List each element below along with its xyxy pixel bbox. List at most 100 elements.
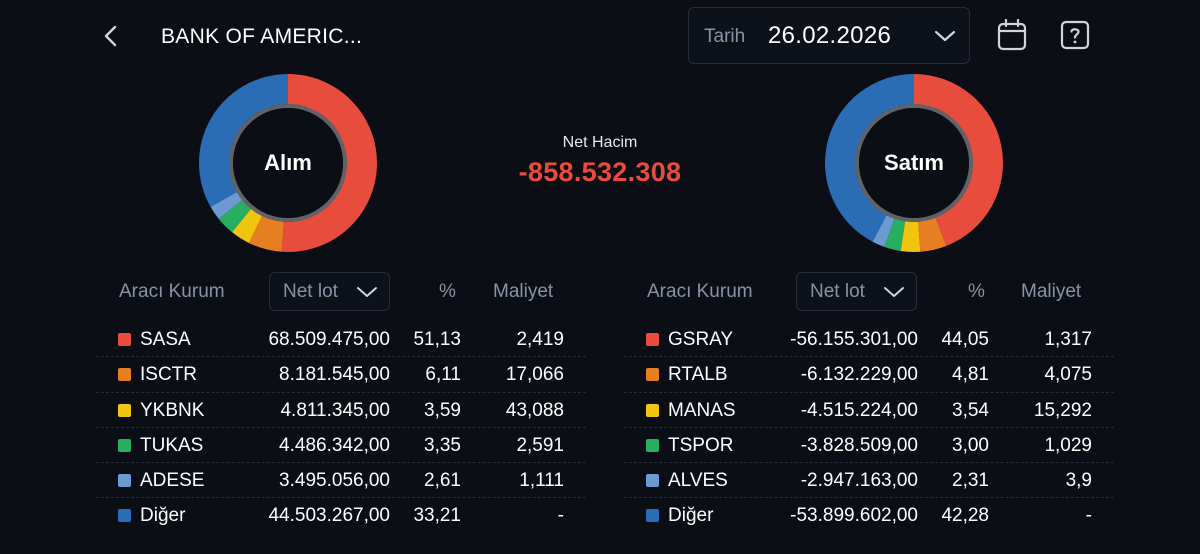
percent-value: 3,00 (952, 434, 989, 456)
chevron-down-icon (883, 281, 905, 303)
sell-donut-chart: Satım (824, 73, 1004, 253)
donut-slice[interactable] (218, 200, 251, 233)
net-volume: Net Hacim -858.532.308 (490, 134, 710, 188)
donut-slice[interactable] (884, 218, 906, 251)
broker-name: Diğer (668, 505, 714, 527)
cost-value: 15,292 (1033, 399, 1092, 421)
percent-column-header: % (439, 281, 456, 302)
help-icon[interactable] (1059, 19, 1091, 51)
donut-slice[interactable] (199, 74, 288, 207)
donut-hole (859, 108, 969, 218)
sell-broker-table: Aracı Kurum Net lot % Maliyet GSRAY -56.1… (624, 272, 1114, 534)
broker-name: MANAS (668, 399, 736, 421)
donut-inner-ring (855, 104, 973, 222)
net-lot-value: -56.155.301,00 (790, 329, 918, 350)
donut-slice[interactable] (281, 74, 377, 252)
buy-donut-label: Alım (264, 150, 312, 175)
cost-column-header: Maliyet (1021, 281, 1082, 302)
legend-swatch (118, 509, 131, 523)
net-lot-select[interactable]: Net lot (796, 272, 917, 311)
back-chevron-icon[interactable] (96, 20, 128, 52)
broker-name: ADESE (140, 470, 205, 492)
table-row[interactable]: TSPOR -3.828.509,00 3,00 1,029 (624, 428, 1114, 464)
cost-value: 17,066 (505, 364, 564, 386)
cost-value: - (1085, 505, 1092, 527)
sell-donut-label: Satım (884, 150, 944, 175)
broker-column-header: Aracı Kurum (647, 281, 753, 302)
table-row[interactable]: GSRAY -56.155.301,00 44,05 1,317 (624, 322, 1114, 358)
cost-value: 1,111 (519, 470, 564, 492)
percent-value: 3,59 (424, 399, 461, 421)
page-title: BANK OF AMERIC... (161, 25, 363, 48)
percent-value: 51,13 (413, 329, 461, 350)
percent-column-header: % (968, 281, 985, 302)
table-row[interactable]: ALVES -2.947.163,00 2,31 3,9 (624, 463, 1114, 499)
table-row[interactable]: Diğer 44.503.267,00 33,21 - (96, 498, 586, 533)
percent-value: 4,81 (952, 364, 989, 386)
percent-value: 3,54 (952, 399, 989, 421)
legend-swatch (118, 403, 131, 417)
sell-table-header: Aracı Kurum Net lot % Maliyet (624, 272, 1114, 322)
cost-value: 2,591 (516, 434, 564, 456)
calendar-icon[interactable] (996, 18, 1028, 52)
buy-broker-table: Aracı Kurum Net lot % Maliyet SASA 68.509… (96, 272, 586, 534)
broker-name: RTALB (668, 364, 728, 386)
broker-name: ISCTR (140, 364, 197, 386)
net-lot-select-label: Net lot (283, 281, 338, 302)
donut-slice[interactable] (232, 208, 263, 243)
net-lot-value: 3.495.056,00 (279, 470, 390, 492)
net-lot-select-label: Net lot (810, 281, 865, 302)
percent-value: 44,05 (941, 329, 989, 350)
table-row[interactable]: TUKAS 4.486.342,00 3,35 2,591 (96, 428, 586, 464)
buy-donut-chart: Alım (198, 73, 378, 253)
cost-value: 4,075 (1044, 364, 1092, 386)
donut-slice[interactable] (248, 215, 284, 252)
date-picker[interactable]: Tarih 26.02.2026 (688, 7, 970, 64)
cost-value: 1,317 (1044, 329, 1092, 350)
chevron-down-icon (356, 281, 378, 303)
net-lot-value: 4.811.345,00 (280, 399, 390, 421)
legend-swatch (118, 438, 131, 452)
net-lot-value: 4.486.342,00 (279, 434, 390, 456)
legend-swatch (646, 509, 659, 523)
donut-slice[interactable] (914, 74, 1003, 246)
sell-donut-svg (825, 74, 1003, 252)
net-volume-label: Net Hacim (562, 134, 638, 151)
table-row[interactable]: ISCTR 8.181.545,00 6,11 17,066 (96, 357, 586, 393)
net-lot-select[interactable]: Net lot (269, 272, 390, 311)
cost-value: 2,419 (516, 329, 564, 350)
legend-swatch (646, 403, 659, 417)
donut-inner-ring (229, 104, 347, 222)
donut-slice[interactable] (918, 217, 947, 252)
cost-value: 1,029 (1044, 434, 1092, 456)
legend-swatch (118, 474, 131, 488)
net-lot-value: 68.509.475,00 (268, 329, 390, 350)
cost-value: 43,088 (505, 399, 564, 421)
table-row[interactable]: Diğer -53.899.602,00 42,28 - (624, 498, 1114, 533)
top-bar: BANK OF AMERIC... Tarih 26.02.2026 (0, 0, 1200, 72)
table-row[interactable]: SASA 68.509.475,00 51,13 2,419 (96, 322, 586, 358)
net-volume-value: -858.532.308 (518, 157, 682, 187)
percent-value: 6,11 (425, 364, 461, 386)
donut-slice[interactable] (900, 221, 921, 252)
donut-slice[interactable] (825, 74, 914, 242)
percent-value: 2,31 (952, 470, 989, 492)
donut-slice[interactable] (210, 192, 243, 219)
table-row[interactable]: MANAS -4.515.224,00 3,54 15,292 (624, 393, 1114, 428)
chevron-down-icon (933, 24, 957, 48)
cost-value: 3,9 (1065, 470, 1092, 492)
table-row[interactable]: ADESE 3.495.056,00 2,61 1,111 (96, 463, 586, 499)
table-row[interactable]: YKBNK 4.811.345,00 3,59 43,088 (96, 393, 586, 428)
net-lot-value: 44.503.267,00 (268, 505, 390, 527)
percent-value: 42,28 (941, 505, 989, 527)
table-row[interactable]: RTALB -6.132.229,00 4,81 4,075 (624, 357, 1114, 393)
legend-swatch (646, 368, 659, 382)
net-lot-value: -3.828.509,00 (800, 434, 918, 456)
donut-slice[interactable] (872, 215, 895, 247)
broker-name: TUKAS (140, 434, 204, 456)
percent-value: 33,21 (413, 505, 461, 527)
broker-name: TSPOR (668, 434, 734, 456)
legend-swatch (646, 333, 659, 346)
legend-swatch (646, 438, 659, 452)
date-value: 26.02.2026 (768, 22, 892, 49)
